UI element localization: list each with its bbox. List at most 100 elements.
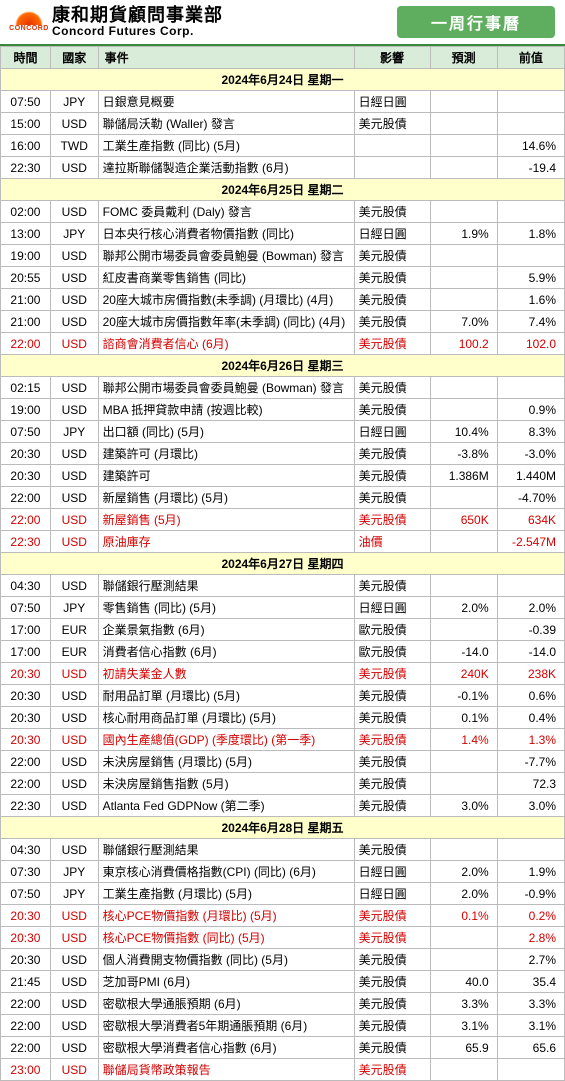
cell-impact: 美元股債 xyxy=(354,905,430,927)
table-row: 16:00TWD工業生產指數 (同比) (5月)14.6% xyxy=(1,135,565,157)
cell-country: USD xyxy=(50,531,98,553)
cell-forecast xyxy=(430,267,497,289)
cell-forecast xyxy=(430,91,497,113)
cell-forecast xyxy=(430,619,497,641)
cell-event: 個人消費開支物價指數 (同比) (5月) xyxy=(98,949,354,971)
cell-event: 聯邦公開市場委員會委員鮑曼 (Bowman) 發言 xyxy=(98,377,354,399)
col-country: 國家 xyxy=(50,47,98,69)
economic-calendar-table: 時間 國家 事件 影響 預測 前值 2024年6月24日 星期一07:50JPY… xyxy=(0,46,565,1081)
cell-country: USD xyxy=(50,905,98,927)
date-section-header: 2024年6月25日 星期二 xyxy=(1,179,565,201)
cell-event: MBA 抵押貸款申請 (按週比較) xyxy=(98,399,354,421)
cell-country: USD xyxy=(50,311,98,333)
cell-prev xyxy=(497,377,564,399)
date-section-label: 2024年6月27日 星期四 xyxy=(1,553,565,575)
cell-forecast xyxy=(430,751,497,773)
cell-time: 22:00 xyxy=(1,487,51,509)
cell-country: EUR xyxy=(50,619,98,641)
cell-country: TWD xyxy=(50,135,98,157)
cell-event: 初請失業金人數 xyxy=(98,663,354,685)
cell-impact: 歐元股債 xyxy=(354,619,430,641)
table-row: 13:00JPY日本央行核心消費者物價指數 (同比)日經日圓1.9%1.8% xyxy=(1,223,565,245)
cell-event: 未決房屋銷售 (月環比) (5月) xyxy=(98,751,354,773)
table-row: 20:30USD國內生產總值(GDP) (季度環比) (第一季)美元股債1.4%… xyxy=(1,729,565,751)
cell-event: 核心PCE物價指數 (月環比) (5月) xyxy=(98,905,354,927)
cell-forecast: 40.0 xyxy=(430,971,497,993)
col-time: 時間 xyxy=(1,47,51,69)
cell-event: 20座大城市房價指數年率(未季調) (同比) (4月) xyxy=(98,311,354,333)
cell-country: USD xyxy=(50,751,98,773)
cell-impact: 美元股債 xyxy=(354,333,430,355)
cell-event: 日銀意見概要 xyxy=(98,91,354,113)
table-row: 22:00USD密歇根大學消費者5年期通脹預期 (6月)美元股債3.1%3.1% xyxy=(1,1015,565,1037)
cell-country: USD xyxy=(50,795,98,817)
cell-country: USD xyxy=(50,465,98,487)
cell-impact: 美元股債 xyxy=(354,399,430,421)
cell-prev: -4.70% xyxy=(497,487,564,509)
cell-forecast xyxy=(430,377,497,399)
cell-prev: 238K xyxy=(497,663,564,685)
cell-event: 諮商會消費者信心 (6月) xyxy=(98,333,354,355)
page-header: CONCORD 康和期貨顧問事業部 Concord Futures Corp. … xyxy=(0,0,565,46)
cell-forecast: 1.9% xyxy=(430,223,497,245)
cell-event: 建築許可 xyxy=(98,465,354,487)
cell-time: 13:00 xyxy=(1,223,51,245)
cell-prev: 1.3% xyxy=(497,729,564,751)
cell-prev xyxy=(497,575,564,597)
cell-impact xyxy=(354,135,430,157)
table-row: 21:00USD20座大城市房價指數年率(未季調) (同比) (4月)美元股債7… xyxy=(1,311,565,333)
cell-forecast xyxy=(430,135,497,157)
cell-time: 20:30 xyxy=(1,949,51,971)
cell-time: 20:30 xyxy=(1,729,51,751)
cell-prev: 2.0% xyxy=(497,597,564,619)
cell-country: USD xyxy=(50,487,98,509)
cell-event: 耐用品訂單 (月環比) (5月) xyxy=(98,685,354,707)
cell-impact: 日經日圓 xyxy=(354,91,430,113)
cell-prev: 1.8% xyxy=(497,223,564,245)
company-name-cn: 康和期貨顧問事業部 xyxy=(52,6,223,25)
cell-time: 07:50 xyxy=(1,883,51,905)
cell-event: 消費者信心指數 (6月) xyxy=(98,641,354,663)
cell-forecast: -3.8% xyxy=(430,443,497,465)
cell-prev: 14.6% xyxy=(497,135,564,157)
logo-block: CONCORD 康和期貨顧問事業部 Concord Futures Corp. xyxy=(10,6,223,37)
table-row: 07:50JPY日銀意見概要日經日圓 xyxy=(1,91,565,113)
cell-event: 出口額 (同比) (5月) xyxy=(98,421,354,443)
cell-impact: 美元股債 xyxy=(354,707,430,729)
calendar-title-badge: 一周行事曆 xyxy=(397,6,555,38)
cell-prev: -0.39 xyxy=(497,619,564,641)
cell-impact: 美元股債 xyxy=(354,311,430,333)
cell-event: 建築許可 (月環比) xyxy=(98,443,354,465)
table-row: 20:30USD初請失業金人數美元股債240K238K xyxy=(1,663,565,685)
date-section-label: 2024年6月24日 星期一 xyxy=(1,69,565,91)
cell-forecast: 0.1% xyxy=(430,707,497,729)
col-forecast: 預測 xyxy=(430,47,497,69)
date-section-header: 2024年6月27日 星期四 xyxy=(1,553,565,575)
cell-country: USD xyxy=(50,443,98,465)
cell-forecast xyxy=(430,949,497,971)
cell-time: 21:00 xyxy=(1,311,51,333)
cell-prev: -3.0% xyxy=(497,443,564,465)
table-row: 07:50JPY出口額 (同比) (5月)日經日圓10.4%8.3% xyxy=(1,421,565,443)
cell-time: 17:00 xyxy=(1,619,51,641)
cell-forecast xyxy=(430,839,497,861)
cell-event: 新屋銷售 (月環比) (5月) xyxy=(98,487,354,509)
cell-event: 密歇根大學通脹預期 (6月) xyxy=(98,993,354,1015)
cell-country: USD xyxy=(50,201,98,223)
cell-country: USD xyxy=(50,927,98,949)
cell-event: 芝加哥PMI (6月) xyxy=(98,971,354,993)
cell-event: 聯儲局沃勒 (Waller) 發言 xyxy=(98,113,354,135)
cell-event: Atlanta Fed GDPNow (第二季) xyxy=(98,795,354,817)
cell-impact: 美元股債 xyxy=(354,443,430,465)
cell-forecast xyxy=(430,1059,497,1081)
cell-impact xyxy=(354,157,430,179)
cell-forecast: 2.0% xyxy=(430,883,497,905)
cell-forecast xyxy=(430,157,497,179)
cell-time: 22:00 xyxy=(1,509,51,531)
cell-prev xyxy=(497,839,564,861)
table-row: 20:30USD核心耐用商品訂單 (月環比) (5月)美元股債0.1%0.4% xyxy=(1,707,565,729)
cell-time: 16:00 xyxy=(1,135,51,157)
cell-forecast: 3.1% xyxy=(430,1015,497,1037)
cell-impact: 美元股債 xyxy=(354,663,430,685)
cell-forecast: 2.0% xyxy=(430,861,497,883)
